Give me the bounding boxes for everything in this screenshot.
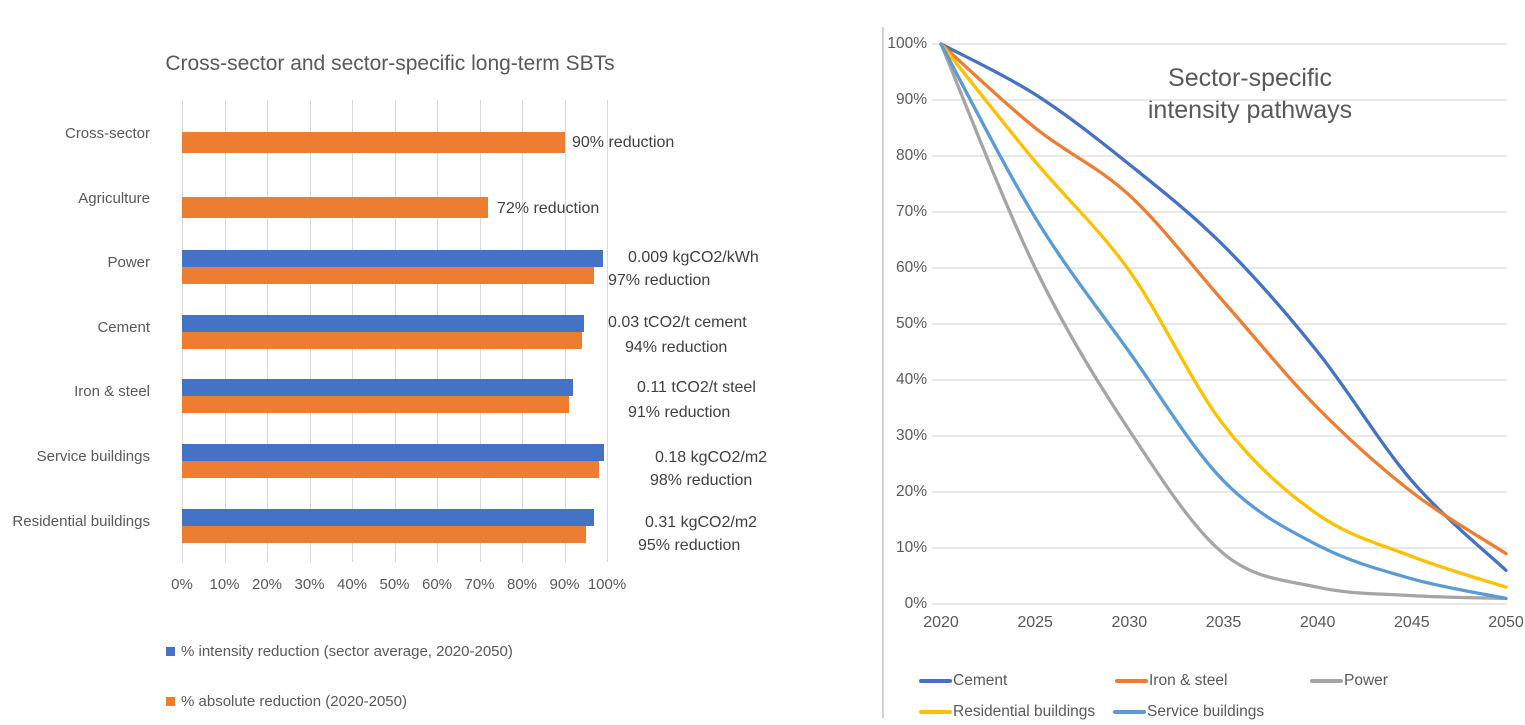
bar-absolute	[182, 396, 569, 414]
right-x-tick-label: 2045	[1394, 614, 1430, 631]
left-x-tick-label: 100%	[587, 576, 627, 593]
bar-data-label: 97% reduction	[608, 272, 711, 289]
bar-data-label: 0.11 tCO2/t steel	[637, 378, 756, 396]
category-label: Iron & steel	[74, 383, 150, 401]
legend-line-iron-steel	[1115, 679, 1148, 683]
left-x-tick-label: 50%	[379, 576, 410, 593]
right-chart-title-line1: Sector-specific	[1168, 64, 1332, 92]
right-y-tick-label: 70%	[895, 203, 927, 220]
category-label: Cement	[97, 318, 150, 336]
bar-absolute	[182, 196, 488, 218]
bar-absolute	[182, 525, 586, 543]
legend-line-service-buildings	[1113, 710, 1146, 714]
right-y-tick-label: 90%	[895, 91, 927, 108]
legend-line-residential-buildings	[919, 710, 952, 714]
legend-marker-absolute	[166, 697, 175, 706]
legend-label: Residential buildings	[953, 703, 1096, 720]
legend-label: Cement	[953, 672, 1008, 689]
category-label: Power	[107, 254, 150, 272]
category-label: Residential buildings	[12, 512, 150, 530]
legend-label: Service buildings	[1147, 703, 1265, 720]
line-series-service-buildings	[939, 42, 1508, 601]
bar-data-label: 90% reduction	[572, 133, 675, 151]
bar-data-label: 0.009 kgCO2/kWh	[628, 248, 759, 266]
bar-data-label: 91% reduction	[628, 403, 731, 421]
bar-intensity	[182, 250, 603, 268]
left-chart-title: Cross-sector and sector-specific long-te…	[165, 52, 615, 75]
category-label: Cross-sector	[64, 125, 150, 142]
legend-label: % absolute reduction (2020-2050)	[181, 692, 407, 710]
right-chart-title-line2: intensity pathways	[1147, 96, 1353, 124]
right-y-tick-label: 30%	[895, 427, 927, 444]
right-y-tick-label: 0%	[904, 595, 927, 612]
bar-data-label: 72% reduction	[497, 200, 600, 217]
right-y-tick-label: 10%	[895, 539, 927, 556]
right-x-tick-label: 2030	[1111, 614, 1148, 631]
legend-label: Power	[1344, 672, 1388, 689]
left-x-tick-label: 60%	[421, 576, 453, 593]
right-x-tick-label: 2020	[923, 614, 959, 631]
category-label: Agriculture	[78, 189, 150, 207]
bar-intensity	[182, 444, 605, 461]
legend-line-power	[1310, 679, 1343, 683]
right-x-tick-label: 2050	[1488, 614, 1524, 631]
bar-data-label: 0.03 tCO2/t cement	[608, 313, 747, 331]
left-x-tick-label: 20%	[251, 576, 283, 593]
left-x-tick-label: 70%	[464, 576, 495, 593]
bar-absolute	[182, 331, 582, 349]
bar-data-label: 0.18 kgCO2/m2	[655, 448, 768, 466]
legend-marker-intensity	[166, 647, 175, 656]
right-x-tick-label: 2040	[1299, 614, 1336, 631]
bar-intensity	[182, 508, 595, 526]
bar-data-label: 95% reduction	[638, 537, 741, 554]
right-y-tick-label: 20%	[895, 483, 927, 500]
right-y-tick-label: 60%	[895, 259, 927, 276]
left-x-tick-label: 80%	[506, 576, 538, 593]
right-y-tick-label: 40%	[895, 371, 927, 388]
bar-absolute	[182, 132, 565, 153]
bar-data-label: 0.31 kgCO2/m2	[645, 513, 758, 531]
right-y-tick-label: 80%	[895, 147, 927, 164]
right-x-tick-label: 2035	[1205, 614, 1242, 631]
legend-line-cement	[919, 679, 952, 683]
legend-label: Iron & steel	[1149, 672, 1228, 689]
bar-absolute	[182, 267, 595, 285]
bar-intensity	[182, 314, 584, 332]
left-x-tick-label: 30%	[294, 576, 325, 593]
line-series-power	[939, 42, 1508, 601]
right-x-tick-label: 2025	[1017, 614, 1053, 631]
bar-data-label: 94% reduction	[625, 338, 728, 356]
legend-label: % intensity reduction (sector average, 2…	[181, 642, 513, 660]
right-y-tick-label: 50%	[895, 315, 927, 332]
bar-intensity	[182, 379, 573, 397]
left-x-tick-label: 10%	[209, 576, 240, 593]
left-x-tick-label: 0%	[171, 576, 193, 593]
left-x-tick-label: 90%	[549, 576, 580, 593]
left-gridline	[607, 100, 608, 562]
bar-absolute	[182, 461, 599, 478]
bar-data-label: 98% reduction	[650, 471, 753, 489]
right-y-tick-label: 100%	[887, 35, 927, 52]
category-label: Service buildings	[36, 448, 150, 465]
left-x-tick-label: 40%	[336, 576, 368, 593]
right-chart-title: Sector-specific intensity pathways	[1050, 62, 1450, 126]
